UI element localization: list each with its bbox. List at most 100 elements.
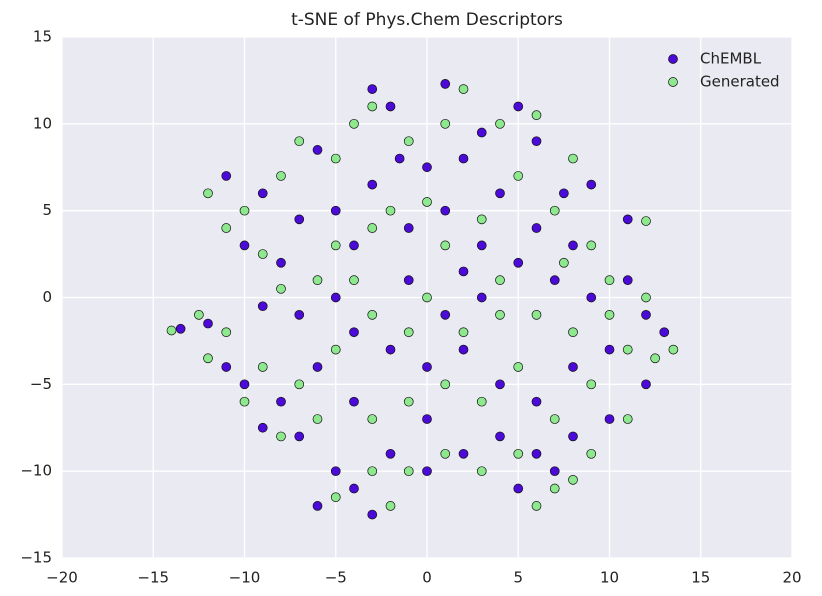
point [276, 283, 286, 294]
point [385, 501, 396, 511]
point [476, 466, 487, 477]
point [330, 153, 341, 164]
point [175, 323, 186, 334]
point [568, 327, 578, 338]
point [622, 214, 633, 225]
point [458, 344, 469, 355]
point [257, 422, 268, 433]
point [367, 310, 378, 320]
point [385, 205, 396, 216]
point [330, 344, 341, 355]
point [403, 136, 414, 147]
point [476, 396, 487, 407]
point [586, 292, 597, 303]
point [641, 292, 651, 303]
point [367, 223, 378, 233]
point [559, 188, 569, 199]
point [239, 240, 250, 251]
y-tick-label: 5 [42, 201, 52, 219]
point [513, 171, 524, 181]
point [458, 266, 469, 277]
point [568, 153, 578, 164]
point [422, 466, 432, 477]
point [312, 414, 323, 424]
point [312, 501, 323, 511]
legend-label: ChEMBL [700, 50, 762, 68]
point [385, 344, 396, 355]
point [549, 466, 560, 477]
point [476, 127, 487, 138]
x-tick-label: 10 [600, 569, 619, 587]
point [458, 327, 469, 338]
y-tick-label: 15 [33, 28, 52, 46]
point [495, 275, 505, 285]
point [294, 379, 305, 390]
point [257, 249, 268, 259]
x-tick-label: 15 [691, 569, 710, 587]
point [330, 492, 341, 503]
point [476, 214, 487, 225]
point [495, 310, 505, 320]
point [604, 275, 615, 285]
point [367, 84, 378, 94]
x-tick-label: 20 [782, 569, 801, 587]
point [349, 118, 359, 129]
point [367, 101, 378, 112]
point [586, 240, 597, 251]
y-tick-label: 0 [42, 288, 52, 306]
point [586, 179, 597, 190]
point [586, 448, 597, 459]
point [166, 325, 177, 336]
point [440, 205, 451, 216]
point [330, 205, 341, 216]
point [549, 414, 560, 424]
point [458, 153, 469, 164]
point [330, 466, 341, 477]
point [440, 448, 451, 459]
point [394, 153, 405, 164]
point [495, 188, 505, 199]
point [403, 327, 414, 338]
point [531, 501, 542, 511]
point [531, 310, 542, 320]
point [349, 327, 359, 338]
point [294, 136, 305, 147]
point [257, 301, 268, 312]
x-tick-label: −10 [229, 569, 261, 587]
point [568, 475, 578, 485]
x-tick-label: 5 [513, 569, 523, 587]
point [513, 448, 524, 459]
point [513, 362, 524, 372]
point [641, 379, 651, 390]
point [221, 362, 232, 372]
point [531, 110, 542, 121]
point [476, 240, 487, 251]
point [422, 414, 432, 424]
point [367, 179, 378, 190]
point [650, 353, 660, 364]
point [568, 240, 578, 251]
point [403, 223, 414, 233]
point [385, 101, 396, 112]
point [440, 379, 451, 390]
point [586, 379, 597, 390]
point [257, 188, 268, 199]
point [221, 223, 232, 233]
point [203, 318, 213, 329]
x-tick-label: 0 [422, 569, 432, 587]
y-tick-label: −5 [30, 375, 52, 393]
point [422, 197, 432, 207]
point [513, 483, 524, 494]
y-tick-label: −10 [20, 462, 52, 480]
point [403, 466, 414, 477]
point [422, 292, 432, 303]
point [440, 79, 451, 89]
point [476, 292, 487, 303]
points [166, 79, 679, 520]
point [349, 240, 359, 251]
point [622, 414, 633, 424]
chart-title: t-SNE of Phys.Chem Descriptors [291, 10, 563, 30]
point [531, 136, 542, 147]
point [513, 101, 524, 112]
point [604, 310, 615, 320]
